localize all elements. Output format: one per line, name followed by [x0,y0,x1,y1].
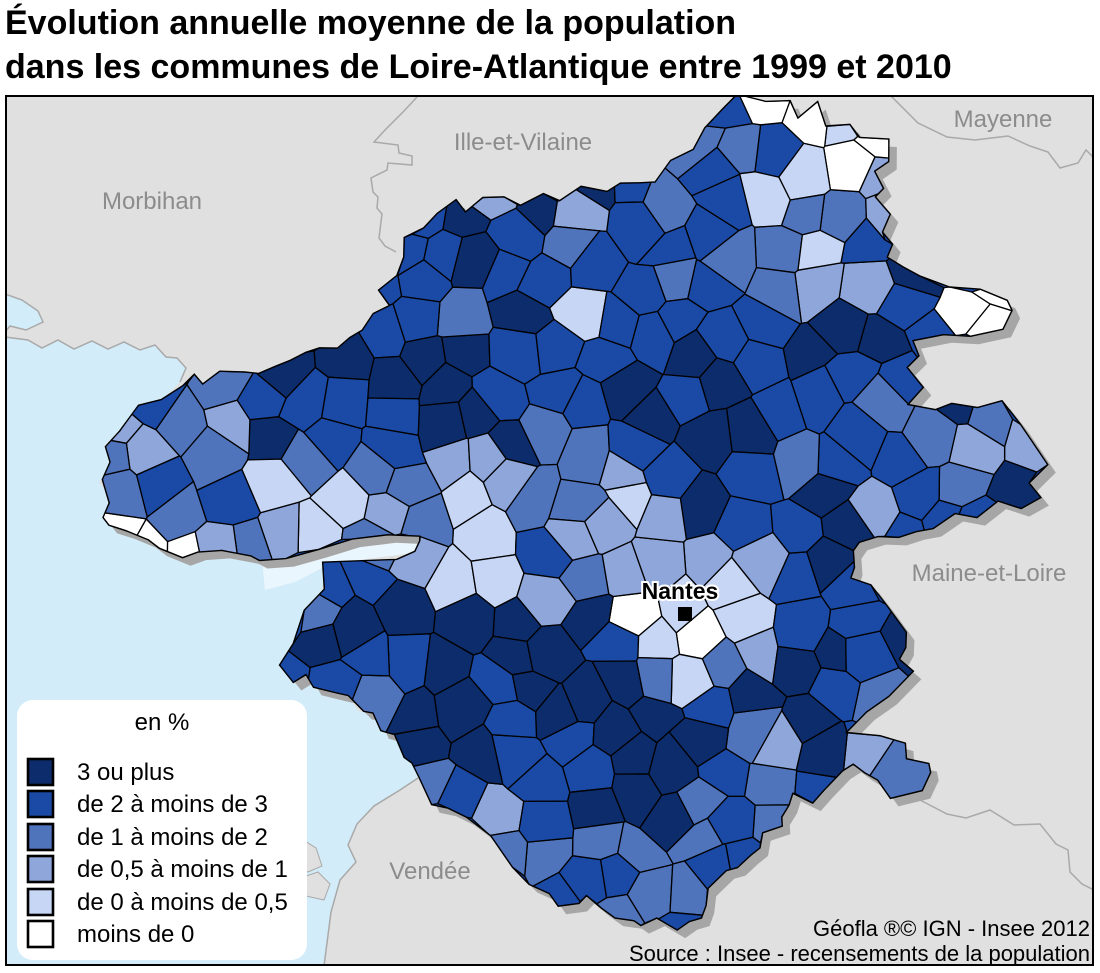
svg-text:de 0 à moins de 0,5: de 0 à moins de 0,5 [77,889,288,916]
svg-text:de 2 à moins de 3: de 2 à moins de 3 [77,791,268,818]
svg-text:3 ou plus: 3 ou plus [77,759,174,786]
svg-text:Nantes: Nantes [642,578,719,604]
svg-text:moins de 0: moins de 0 [77,921,194,948]
svg-text:Nantes: Nantes [642,578,719,604]
svg-text:de 0,5 à moins de 1: de 0,5 à moins de 1 [77,856,288,883]
svg-text:Morbihan: Morbihan [102,188,202,215]
svg-text:Maine-et-Loire: Maine-et-Loire [912,560,1067,587]
svg-text:en %: en % [135,709,190,736]
svg-text:Source : Insee - recensements: Source : Insee - recensements de la popu… [629,941,1090,966]
svg-text:Géofla ®© IGN - Insee 2012: Géofla ®© IGN - Insee 2012 [813,916,1090,941]
svg-text:de 1 à moins de 2: de 1 à moins de 2 [77,824,268,851]
svg-text:Mayenne: Mayenne [954,106,1053,133]
svg-text:Ille-et-Vilaine: Ille-et-Vilaine [454,129,592,156]
svg-text:Vendée: Vendée [389,858,470,885]
